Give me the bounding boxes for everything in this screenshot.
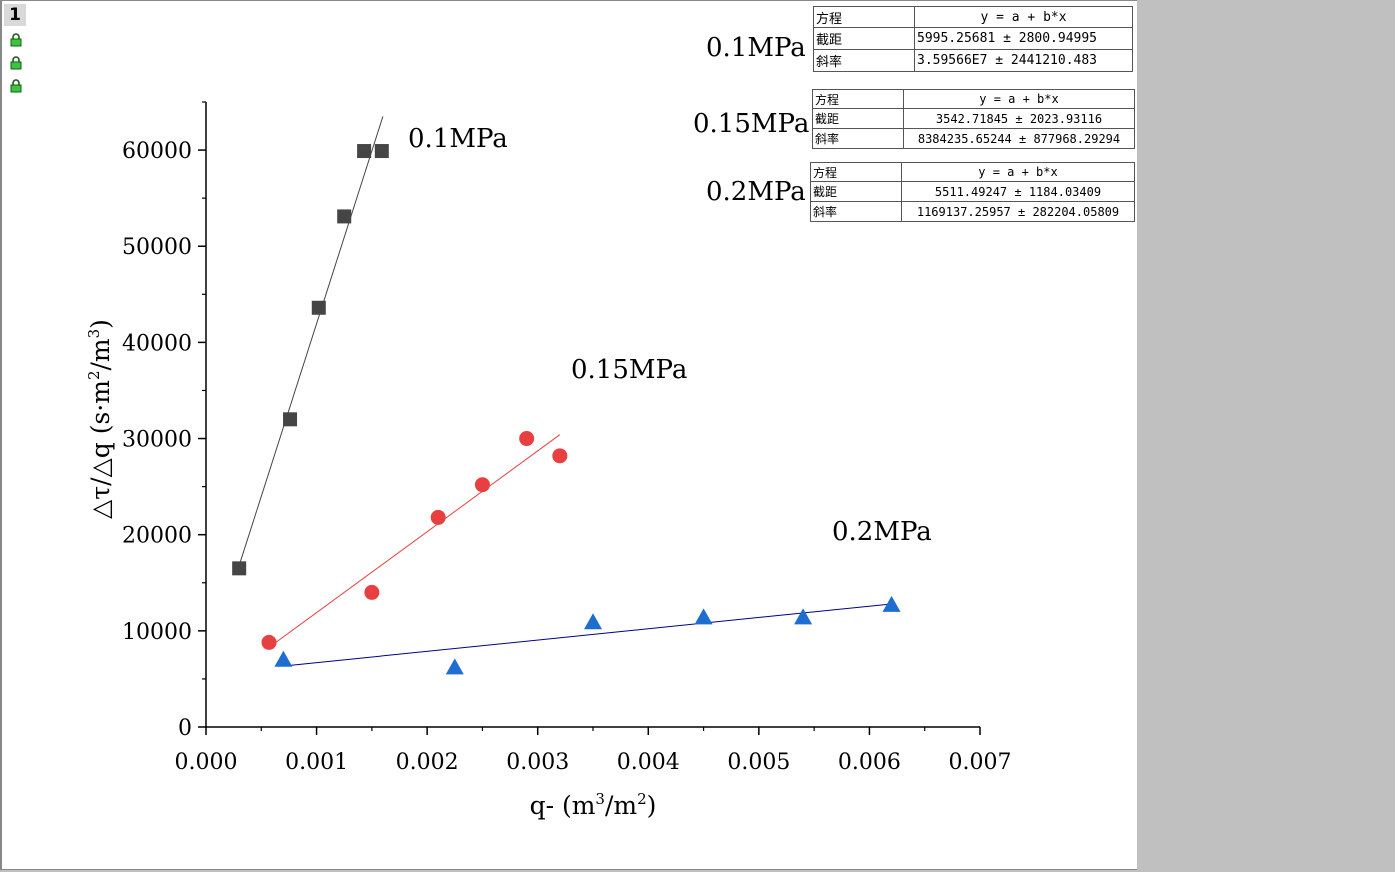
data-point-triangle (445, 658, 464, 675)
data-point-square (283, 412, 298, 427)
fit-equation: y = a + b*x (901, 162, 1135, 182)
data-point-circle (261, 634, 277, 650)
x-tick-label: 0.004 (617, 750, 680, 775)
y-tick-label: 20000 (122, 524, 192, 549)
x-tick-label: 0.000 (175, 750, 238, 775)
data-point-square (374, 144, 389, 159)
fit-table-0-1mpa: 方程 y = a + b*x 截距 5995.25681 ± 2800.94995 … (813, 6, 1133, 72)
fit-key: 斜率 (810, 201, 902, 222)
x-tick-label: 0.007 (949, 750, 1012, 775)
fit-key: 方程 (813, 6, 915, 28)
y-tick-label: 10000 (122, 620, 192, 645)
data-point-circle (552, 448, 568, 464)
annotation-0-15mpa: 0.15MPa (571, 355, 687, 385)
fit-table-label-0-1mpa: 0.1MPa (706, 33, 806, 63)
fit-lines (238, 116, 892, 666)
x-tick-label: 0.002 (396, 750, 459, 775)
y-tick-label: 30000 (122, 428, 192, 453)
scatter-chart: 0.000 0.001 0.002 0.003 0.004 0.005 0.006 0.007… (85, 101, 1012, 820)
fit-key: 方程 (812, 89, 904, 109)
y-tick-label: 50000 (122, 235, 192, 260)
fit-line-series-0 (238, 116, 384, 566)
lock-icon[interactable] (9, 33, 23, 47)
data-points (232, 144, 901, 675)
data-point-triangle (694, 608, 713, 625)
fit-key: 截距 (813, 27, 915, 50)
data-point-circle (430, 509, 446, 525)
fit-table-0-15mpa: 方程 y = a + b*x 截距 3542.71845 ± 2023.93116 … (812, 89, 1135, 149)
fit-slope: 3.59566E7 ± 2441210.483 (914, 49, 1133, 72)
annotation-0-1mpa: 0.1MPa (408, 124, 508, 154)
data-point-triangle (794, 608, 813, 625)
fit-line-series-1 (274, 434, 561, 644)
fit-slope: 8384235.65244 ± 877968.29294 (903, 128, 1135, 149)
annotation-0-2mpa: 0.2MPa (832, 517, 932, 547)
fit-equation: y = a + b*x (914, 6, 1133, 28)
graph-page: 1 0.000 0.001 0.002 0.003 0.004 0.005 0.006 0.0… (0, 0, 1137, 870)
data-point-circle (364, 584, 380, 600)
data-point-square (311, 300, 326, 315)
fit-key: 方程 (810, 162, 902, 182)
fit-key: 截距 (812, 108, 904, 129)
y-tick-label: 40000 (122, 331, 192, 356)
fit-key: 斜率 (813, 49, 915, 72)
fit-slope: 1169137.25957 ± 282204.05809 (901, 201, 1135, 222)
data-point-square (357, 144, 372, 159)
fit-intercept: 5511.49247 ± 1184.03409 (901, 181, 1135, 202)
fit-table-0-2mpa: 方程 y = a + b*x 截距 5511.49247 ± 1184.03409 … (810, 162, 1135, 222)
x-tick-label: 0.005 (727, 750, 790, 775)
data-point-circle (519, 431, 535, 447)
annotations: 0.1MPa 0.15MPa 0.2MPa (408, 124, 932, 547)
x-tick-label: 0.006 (838, 750, 901, 775)
fit-table-label-0-2mpa: 0.2MPa (706, 177, 806, 207)
page-tab[interactable]: 1 (4, 4, 26, 26)
data-point-square (337, 209, 352, 224)
fit-key: 斜率 (812, 128, 904, 149)
x-tick-label: 0.001 (285, 750, 348, 775)
y-tick-label: 0 (178, 716, 192, 741)
data-point-triangle (584, 613, 602, 630)
lock-icon[interactable] (9, 56, 23, 70)
lock-icon[interactable] (9, 79, 23, 93)
fit-intercept: 3542.71845 ± 2023.93116 (903, 108, 1135, 129)
axes: 0.000 0.001 0.002 0.003 0.004 0.005 0.006 0.007… (122, 101, 1012, 775)
data-point-triangle (274, 650, 293, 667)
data-point-triangle (882, 595, 901, 612)
x-axis-label: q- (m3/m2) (530, 790, 657, 820)
fit-equation: y = a + b*x (903, 89, 1135, 109)
data-point-square (232, 561, 247, 576)
fit-intercept: 5995.25681 ± 2800.94995 (914, 27, 1133, 50)
fit-table-label-0-15mpa: 0.15MPa (693, 109, 810, 139)
x-tick-label: 0.003 (506, 750, 569, 775)
fit-line-series-2 (288, 603, 892, 666)
y-axis-label: △τ/△q (s·m2/m3) (85, 319, 115, 519)
data-point-circle (474, 477, 490, 493)
fit-key: 截距 (810, 181, 902, 202)
y-tick-label: 60000 (122, 139, 192, 164)
